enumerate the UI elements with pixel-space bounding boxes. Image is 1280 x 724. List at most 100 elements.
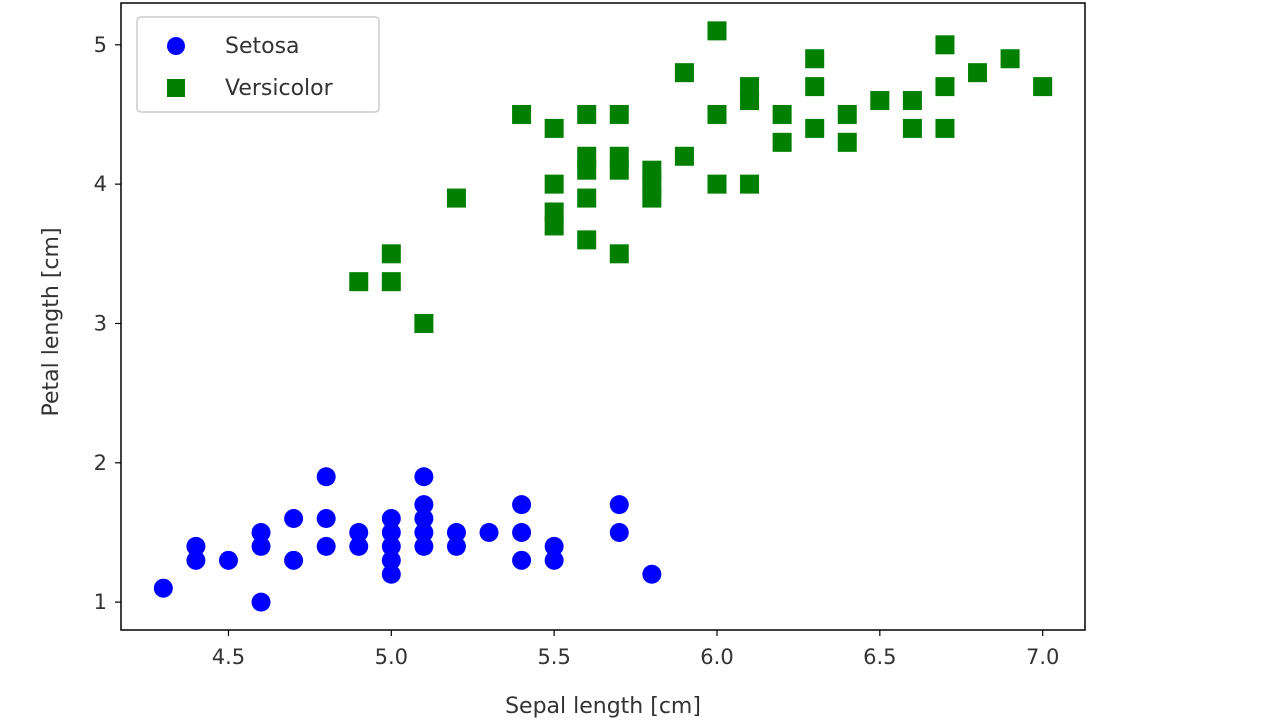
data-point-setosa bbox=[381, 564, 401, 584]
data-point-setosa bbox=[609, 495, 629, 515]
data-point-setosa bbox=[316, 536, 336, 556]
y-tick-label: 4 bbox=[94, 172, 107, 196]
data-point-setosa bbox=[609, 522, 629, 542]
data-point-versicolor bbox=[805, 49, 825, 69]
data-point-setosa bbox=[251, 536, 271, 556]
x-tick-label: 5.0 bbox=[375, 645, 408, 669]
data-point-setosa bbox=[414, 522, 434, 542]
x-tick-label: 7.0 bbox=[1026, 645, 1059, 669]
y-axis-label: Petal length [cm] bbox=[39, 227, 64, 416]
series-setosa bbox=[153, 467, 662, 612]
data-point-setosa bbox=[381, 550, 401, 570]
data-point-setosa bbox=[381, 509, 401, 529]
data-point-versicolor bbox=[707, 174, 727, 194]
data-point-versicolor bbox=[968, 63, 988, 83]
data-point-setosa bbox=[186, 550, 206, 570]
data-point-setosa bbox=[479, 522, 499, 542]
data-point-versicolor bbox=[674, 63, 694, 83]
data-point-versicolor bbox=[577, 146, 597, 166]
data-point-versicolor bbox=[837, 132, 857, 152]
data-point-versicolor bbox=[609, 146, 629, 166]
y-tick-label: 1 bbox=[94, 590, 107, 614]
data-point-versicolor bbox=[381, 272, 401, 292]
data-point-setosa bbox=[186, 536, 206, 556]
data-point-versicolor bbox=[446, 188, 466, 208]
data-point-setosa bbox=[251, 522, 271, 542]
data-point-versicolor bbox=[414, 313, 434, 333]
data-point-versicolor bbox=[805, 77, 825, 97]
x-tick-label: 5.5 bbox=[537, 645, 570, 669]
x-tick-label: 6.5 bbox=[863, 645, 896, 669]
data-point-setosa bbox=[414, 495, 434, 515]
data-point-setosa bbox=[446, 536, 466, 556]
data-point-setosa bbox=[381, 536, 401, 556]
data-point-setosa bbox=[381, 522, 401, 542]
data-point-setosa bbox=[512, 550, 532, 570]
data-point-setosa bbox=[544, 536, 564, 556]
data-point-versicolor bbox=[577, 104, 597, 124]
data-point-versicolor bbox=[902, 91, 922, 111]
data-point-versicolor bbox=[707, 104, 727, 124]
data-point-setosa bbox=[544, 550, 564, 570]
data-point-versicolor bbox=[707, 21, 727, 41]
data-point-setosa bbox=[414, 467, 434, 487]
data-point-versicolor bbox=[935, 35, 955, 55]
legend-setosa-label: Setosa bbox=[225, 34, 300, 59]
plot-frame bbox=[120, 2, 1086, 631]
data-point-setosa bbox=[446, 522, 466, 542]
data-point-versicolor bbox=[935, 77, 955, 97]
data-point-setosa bbox=[414, 509, 434, 529]
data-point-versicolor bbox=[577, 188, 597, 208]
data-point-versicolor bbox=[642, 160, 662, 180]
data-point-versicolor bbox=[870, 91, 890, 111]
data-point-setosa bbox=[284, 509, 304, 529]
data-point-versicolor bbox=[935, 118, 955, 138]
data-point-setosa bbox=[414, 536, 434, 556]
x-axis-label: Sepal length [cm] bbox=[505, 694, 701, 719]
data-point-versicolor bbox=[1033, 77, 1053, 97]
data-point-versicolor bbox=[805, 118, 825, 138]
data-point-setosa bbox=[316, 467, 336, 487]
data-point-versicolor bbox=[772, 104, 792, 124]
y-tick-label: 2 bbox=[94, 451, 107, 475]
data-point-setosa bbox=[512, 495, 532, 515]
legend-setosa-marker bbox=[167, 37, 185, 55]
data-point-versicolor bbox=[349, 272, 369, 292]
data-point-versicolor bbox=[544, 118, 564, 138]
legend-frame bbox=[136, 16, 380, 113]
data-point-versicolor bbox=[772, 132, 792, 152]
data-point-versicolor bbox=[740, 77, 760, 97]
legend: Setosa Versicolor bbox=[136, 16, 380, 113]
y-tick-label: 5 bbox=[94, 33, 107, 57]
data-point-versicolor bbox=[837, 104, 857, 124]
data-point-setosa bbox=[642, 564, 662, 584]
data-point-versicolor bbox=[609, 104, 629, 124]
x-tick-label: 6.0 bbox=[700, 645, 733, 669]
data-point-versicolor bbox=[902, 118, 922, 138]
data-point-setosa bbox=[251, 592, 271, 612]
legend-versicolor-marker bbox=[167, 79, 185, 97]
data-point-setosa bbox=[349, 522, 369, 542]
legend-versicolor-label: Versicolor bbox=[225, 76, 334, 101]
data-point-setosa bbox=[284, 550, 304, 570]
data-point-versicolor bbox=[609, 244, 629, 264]
x-tick-label: 4.5 bbox=[212, 645, 245, 669]
data-point-versicolor bbox=[381, 244, 401, 264]
data-point-setosa bbox=[512, 522, 532, 542]
series-versicolor bbox=[349, 21, 1053, 333]
data-marks bbox=[153, 21, 1053, 612]
data-point-versicolor bbox=[740, 174, 760, 194]
data-point-versicolor bbox=[544, 174, 564, 194]
data-point-setosa bbox=[218, 550, 238, 570]
data-point-versicolor bbox=[577, 230, 597, 250]
data-point-versicolor bbox=[544, 202, 564, 222]
data-point-versicolor bbox=[674, 146, 694, 166]
data-point-versicolor bbox=[512, 104, 532, 124]
data-point-setosa bbox=[153, 578, 173, 598]
data-point-setosa bbox=[316, 509, 336, 529]
data-point-versicolor bbox=[1000, 49, 1020, 69]
y-tick-label: 3 bbox=[94, 311, 107, 335]
axes: 4.5 5.0 5.5 6.0 6.5 7.0 1 2 3 4 5 bbox=[94, 33, 1060, 669]
